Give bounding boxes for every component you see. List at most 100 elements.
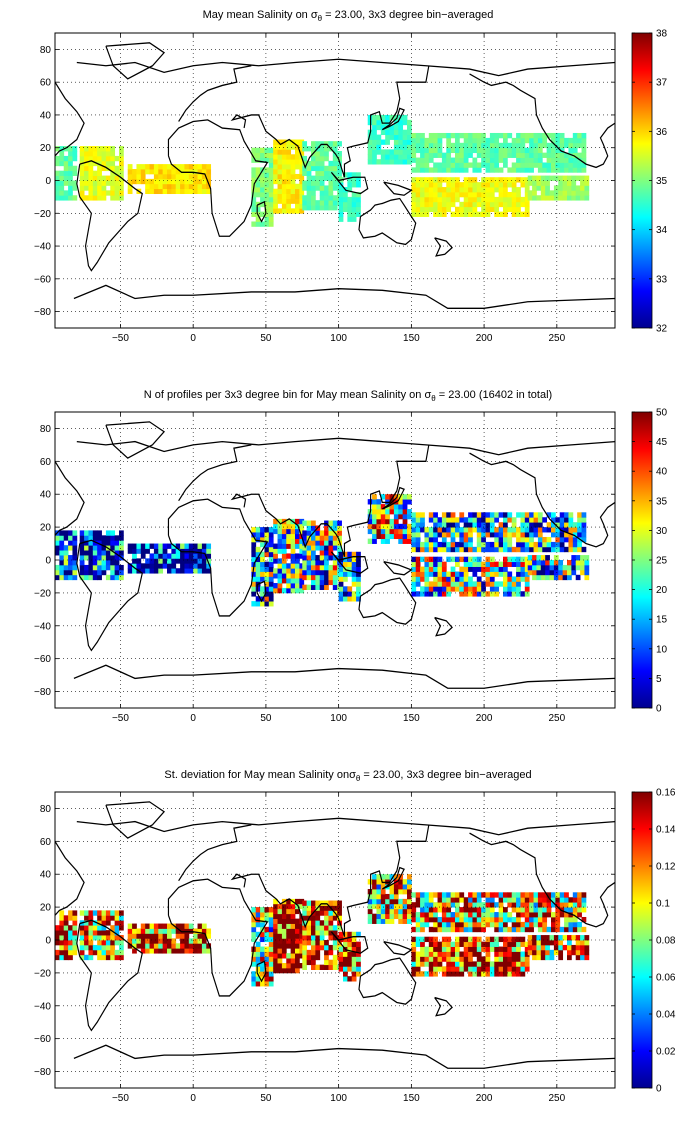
heatmap-cell	[463, 196, 469, 203]
heatmap-cell	[273, 178, 278, 185]
heatmap-cell	[549, 190, 555, 196]
heatmap-cell	[545, 180, 550, 186]
heatmap-cell	[319, 205, 325, 211]
heatmap-cell	[485, 162, 491, 168]
heatmap-cell	[299, 548, 305, 554]
heatmap-cell	[332, 160, 338, 167]
heatmap-cell	[337, 141, 342, 147]
heatmap-cell	[299, 188, 305, 195]
heatmap-cell	[79, 569, 85, 576]
heatmap-cell	[319, 574, 325, 581]
heatmap-cell	[184, 188, 190, 195]
heatmap-cell	[559, 517, 565, 523]
heatmap-cell	[268, 976, 274, 982]
heatmap-cell	[476, 921, 482, 928]
heatmap-cell	[524, 586, 530, 592]
heatmap-cell	[356, 971, 361, 977]
heatmap-cell	[324, 170, 329, 176]
heatmap-cell	[532, 949, 537, 956]
heatmap-cell	[433, 966, 438, 972]
heatmap-cell	[420, 916, 425, 923]
heatmap-cell	[158, 183, 164, 190]
heatmap-cell	[201, 568, 207, 574]
heatmap-cell	[385, 513, 390, 520]
heatmap-cell	[481, 177, 486, 183]
heatmap-cell	[268, 206, 274, 213]
heatmap-cell	[286, 169, 292, 175]
heatmap-cell	[511, 532, 517, 538]
heatmap-cell	[273, 913, 278, 920]
heatmap-cell	[437, 956, 443, 962]
heatmap-cell	[84, 925, 89, 931]
heatmap-cell	[558, 940, 564, 946]
heatmap-cell	[542, 926, 548, 933]
heatmap-cell	[476, 527, 482, 533]
heatmap-cell	[511, 556, 517, 563]
heatmap-cell	[537, 536, 543, 543]
heatmap-cell	[489, 201, 495, 208]
heatmap-cell	[338, 581, 344, 587]
heatmap-cell	[311, 964, 316, 970]
heatmap-cell	[577, 921, 582, 928]
heatmap-cell	[59, 564, 65, 571]
heatmap-cell	[337, 925, 342, 931]
heatmap-cell	[286, 918, 292, 924]
heatmap-cell	[398, 903, 404, 910]
heatmap-cell	[84, 920, 89, 926]
heatmap-cell	[260, 556, 265, 563]
heatmap-cell	[328, 175, 334, 181]
heatmap-cell	[420, 902, 425, 908]
heatmap-cell	[260, 536, 265, 543]
heatmap-cell	[351, 196, 357, 203]
heatmap-cell	[524, 187, 530, 193]
heatmap-cell	[503, 177, 508, 183]
heatmap-cell	[286, 583, 292, 589]
heatmap-cell	[415, 941, 421, 947]
heatmap-cell	[68, 564, 73, 571]
heatmap-cell	[424, 951, 430, 957]
heatmap-cell	[105, 190, 111, 196]
heatmap-cell	[343, 571, 348, 577]
heatmap-cell	[290, 558, 296, 564]
heatmap-cell	[524, 591, 530, 597]
heatmap-cell	[88, 540, 94, 546]
heatmap-cell	[468, 512, 473, 518]
heatmap-cell	[472, 546, 478, 553]
heatmap-cell	[171, 938, 177, 944]
heatmap-cell	[328, 949, 334, 956]
heatmap-cell	[175, 548, 181, 554]
heatmap-cell	[351, 966, 357, 972]
heatmap-cell	[88, 935, 94, 941]
heatmap-cell	[376, 889, 382, 895]
heatmap-cell	[437, 961, 443, 967]
heatmap-cell	[446, 956, 452, 962]
y-tick-label: −60	[34, 654, 51, 665]
heatmap-cell	[347, 551, 353, 558]
heatmap-cell	[402, 889, 408, 895]
heatmap-cell	[446, 157, 452, 163]
heatmap-cell	[171, 568, 177, 574]
heatmap-cell	[463, 536, 469, 543]
heatmap-cell	[92, 146, 98, 152]
heatmap-cell	[398, 528, 404, 535]
heatmap-cell	[511, 971, 517, 977]
heatmap-cell	[472, 177, 478, 183]
heatmap-cell	[411, 182, 417, 188]
heatmap-cell	[446, 137, 452, 144]
heatmap-cell	[393, 889, 399, 895]
heatmap-cell	[524, 561, 530, 567]
heatmap-cell	[268, 556, 274, 563]
heatmap-cell	[532, 569, 537, 576]
heatmap-cell	[567, 185, 572, 191]
heatmap-cell	[536, 944, 542, 951]
heatmap-cell	[415, 956, 421, 962]
heatmap-cell	[306, 954, 312, 961]
heatmap-cell	[446, 196, 452, 203]
heatmap-cell	[572, 147, 578, 154]
heatmap-cell	[537, 546, 543, 553]
heatmap-cell	[476, 936, 482, 943]
heatmap-cell	[63, 146, 69, 152]
heatmap-cell	[542, 912, 548, 918]
heatmap-cell	[564, 162, 569, 168]
heatmap-cell	[149, 178, 155, 185]
